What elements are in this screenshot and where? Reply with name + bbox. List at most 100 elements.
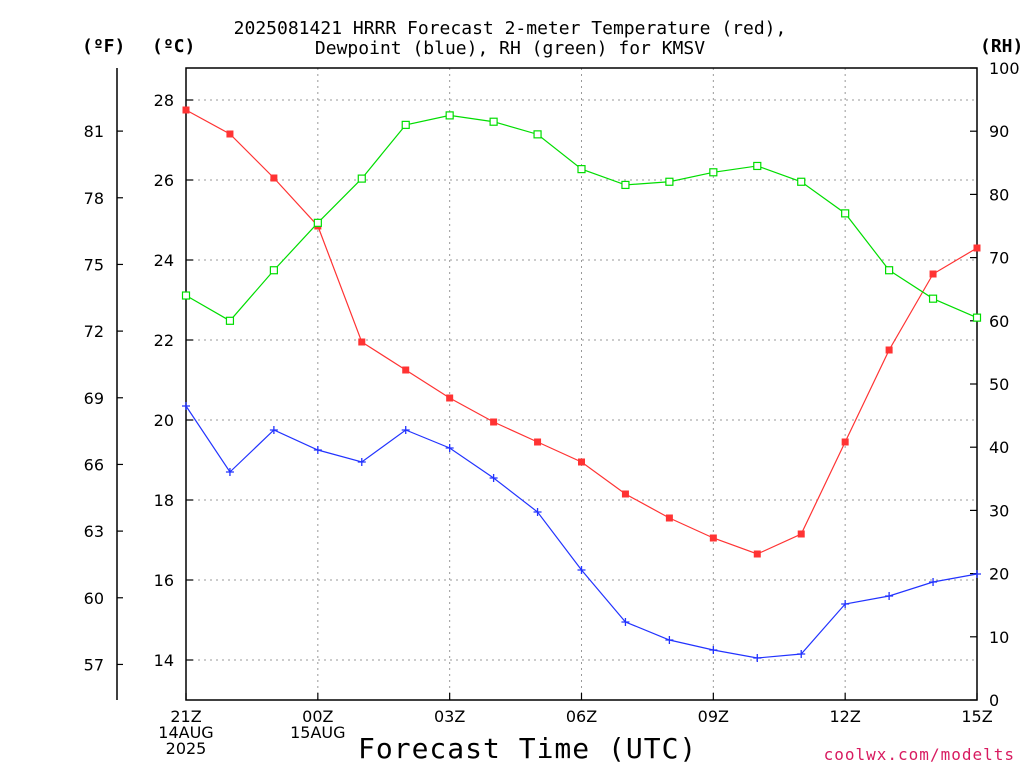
temperature-point [929,270,937,278]
rh-point [885,266,894,275]
x-axis-title: Forecast Time (UTC) [358,732,698,765]
x-tick-label: 2025 [166,739,207,758]
fahrenheit-tick-label: 78 [84,189,104,208]
dewpoint-point [313,446,322,454]
x-tick-label: 15AUG [290,723,345,742]
temperature-point [402,366,410,374]
fahrenheit-tick-label: 63 [84,522,104,541]
rh-point [357,174,366,183]
fahrenheit-tick-label: 81 [84,122,104,141]
celsius-tick-label: 18 [154,491,174,510]
fahrenheit-tick-label: 57 [84,655,104,674]
temperature-point [621,490,629,498]
rh-point [753,161,762,171]
temperature-point [885,346,893,354]
rh-point [972,313,982,322]
temperature-point [578,458,585,466]
rh-point [841,209,850,218]
temperature-point [797,530,805,538]
dewpoint-point [489,474,498,482]
celsius-axis-label: (ºC) [152,36,196,57]
dewpoint-point [841,600,850,608]
dewpoint-point [665,636,674,644]
rh-point [401,120,410,129]
celsius-tick-label: 20 [154,411,174,430]
dewpoint-point [621,618,630,626]
rh-tick-label: 80 [989,185,1009,204]
rh-tick-label: 40 [989,438,1009,457]
celsius-tick-label: 28 [154,91,174,110]
temperature-point [226,130,234,138]
rh-point [621,180,630,190]
rh-tick-label: 50 [989,375,1009,394]
dewpoint-point [182,402,190,410]
rh-point [181,291,191,300]
fahrenheit-tick-label: 75 [84,255,104,274]
dewpoint-point [445,444,454,452]
rh-tick-label: 60 [989,312,1009,331]
x-tick-label: 12Z [830,707,861,726]
rh-tick-label: 100 [989,59,1020,78]
temperature-point [358,338,366,346]
rh-point [577,165,586,174]
fahrenheit-tick-label: 66 [84,455,104,474]
dewpoint-point [269,426,278,434]
fahrenheit-tick-label: 69 [84,389,104,408]
celsius-tick-label: 14 [154,651,174,670]
temperature-point [973,244,981,252]
dewpoint-point [709,646,718,654]
rh-point [533,130,542,139]
dewpoint-point [401,426,410,434]
temperature-point [534,438,542,446]
rh-tick-label: 90 [989,122,1009,141]
fahrenheit-tick-label: 72 [84,322,104,341]
x-tick-label: 03Z [434,707,465,726]
x-tick-label: 06Z [566,707,597,726]
celsius-tick-label: 26 [154,171,174,190]
dewpoint-point [357,458,366,466]
dewpoint-point [929,578,938,586]
rh-point [445,111,454,120]
dewpoint-point [973,570,981,578]
rh-point [313,218,322,227]
fahrenheit-tick-label: 60 [84,589,104,608]
temperature-point [446,394,454,402]
rh-point [489,117,498,126]
x-tick-label: 09Z [698,707,729,726]
rh-point [797,177,806,186]
temperature-point [709,534,717,542]
x-tick-label: 00Z [302,707,333,726]
celsius-tick-label: 16 [154,571,174,590]
dewpoint-point [225,468,234,476]
rh-tick-label: 70 [989,249,1009,268]
fahrenheit-axis-label: (ºF) [82,36,126,57]
temperature-point [753,550,761,558]
rh-tick-label: 0 [989,691,999,710]
celsius-tick-label: 24 [154,251,174,270]
rh-point [709,168,718,177]
rh-axis-label: (RH) [980,36,1024,57]
chart-title-line-1: 2025081421 HRRR Forecast 2-meter Tempera… [233,18,787,39]
rh-tick-label: 30 [989,501,1009,520]
x-tick-label: 15Z [961,707,992,726]
rh-tick-label: 10 [989,628,1009,647]
temperature-point [490,418,498,426]
temperature-point [841,438,849,446]
x-tick-label: 14AUG [158,723,213,742]
temperature-point [182,106,190,114]
temperature-point [665,514,673,522]
dewpoint-point [753,654,762,662]
rh-point [928,294,938,303]
celsius-tick-label: 22 [154,331,174,350]
rh-point [225,316,235,325]
x-tick-label: 21Z [170,707,201,726]
dewpoint-point [885,592,894,600]
rh-point [665,177,674,186]
rh-tick-label: 20 [989,565,1009,584]
rh-point [269,266,278,275]
dewpoint-point [797,650,806,658]
dewpoint-point [533,508,542,516]
source-watermark: coolwx.com/modelts [823,745,1015,764]
plot-frame [185,67,978,701]
